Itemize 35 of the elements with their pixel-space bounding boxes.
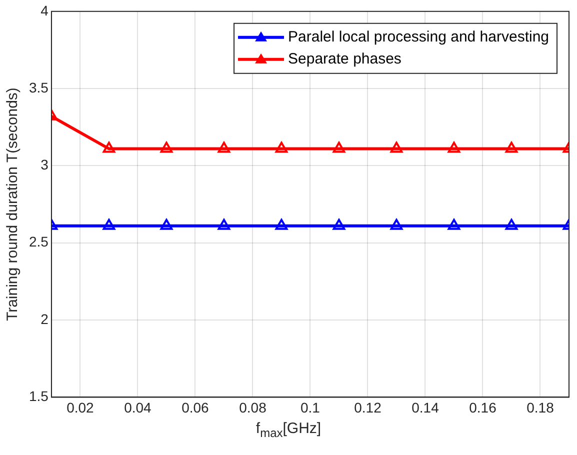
point bbox=[275, 218, 288, 230]
point bbox=[332, 218, 346, 230]
point bbox=[390, 142, 403, 153]
x-tick-label: 0.12 bbox=[354, 399, 382, 416]
point bbox=[102, 218, 116, 230]
legend-label: Separate phases bbox=[288, 50, 402, 68]
point bbox=[332, 142, 346, 153]
x-tick-label: 0.04 bbox=[124, 399, 152, 416]
point bbox=[218, 218, 230, 230]
point bbox=[448, 142, 460, 153]
point bbox=[160, 218, 173, 230]
x-tick-label: 0.18 bbox=[526, 399, 554, 416]
point bbox=[390, 218, 403, 230]
x-tick-label: 0.06 bbox=[182, 399, 210, 416]
point bbox=[505, 142, 518, 153]
x-tick-label: 0.08 bbox=[239, 399, 267, 416]
x-tick-label: 0.02 bbox=[66, 399, 94, 416]
x-tick-label: 0.16 bbox=[469, 399, 497, 416]
point bbox=[505, 218, 518, 230]
legend-label: Paralel local processing and harvesting bbox=[288, 28, 549, 46]
point bbox=[218, 142, 230, 153]
point bbox=[160, 142, 173, 153]
x-tick-label: 0.1 bbox=[300, 399, 320, 416]
y-tick-label: 2 bbox=[40, 310, 49, 327]
point bbox=[275, 142, 288, 153]
y-tick-label: 1.5 bbox=[28, 388, 49, 404]
point bbox=[102, 142, 116, 153]
point bbox=[448, 218, 460, 230]
y-axis-title: Training round duration T(seconds) bbox=[4, 88, 22, 322]
x-tick-label: 0.14 bbox=[412, 399, 440, 416]
y-tick-label: 3 bbox=[40, 156, 49, 173]
y-tick-label: 2.5 bbox=[28, 234, 49, 250]
y-tick-label: 4 bbox=[40, 2, 49, 18]
x-axis-title: f$_{max}$[GHz] bbox=[254, 420, 322, 440]
y-tick-label: 3.5 bbox=[28, 79, 49, 96]
